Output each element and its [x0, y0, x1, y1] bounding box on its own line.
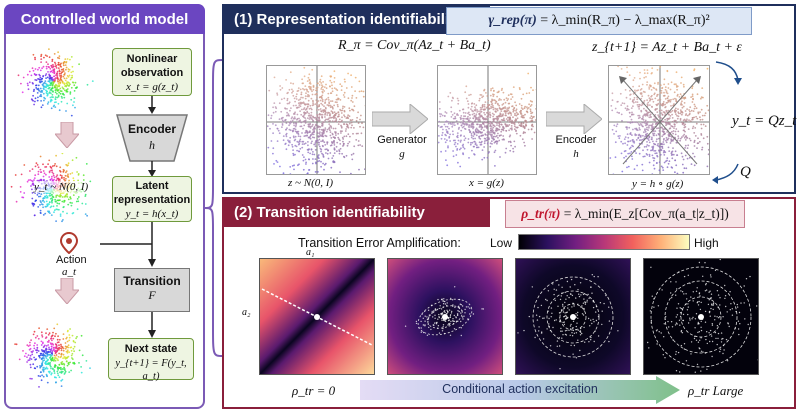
observation-equation: x_t = g(z_t) [125, 80, 179, 93]
location-pin-icon [60, 232, 78, 254]
heatmap-rho-zero [259, 258, 375, 375]
encoder-arrow-symbol: h [573, 148, 579, 160]
transition-label: Transition [123, 274, 181, 288]
generator-label: Generator [377, 134, 427, 146]
left-panel-title: Controlled world model [4, 4, 205, 34]
colorbar-low-label: Low [490, 236, 513, 250]
gamma-equation-rhs: = λ_min(R_π) − λ_max(R_π)² [540, 13, 710, 28]
rho-equation-rhs: = λ_min(E_z[Cov_π(a_t|z_t)]) [563, 206, 729, 221]
latent-equation: y_t = h(x_t) [125, 207, 179, 220]
gamma-equation-lhs: γ_rep(π) [488, 13, 537, 28]
generator-arrow-icon [372, 104, 428, 134]
scatter2-caption: x = g(z) [469, 177, 504, 189]
arrow-latent-transition-icon [100, 222, 156, 267]
gamma-equation-box: γ_rep(π) = λ_min(R_π) − λ_max(R_π)² [446, 7, 752, 35]
next-state-equation: y_{t+1} = F(y_t, a_t) [115, 357, 187, 382]
transition-symbol: F [148, 288, 156, 302]
colorbar-high-label: High [694, 236, 719, 250]
down-arrow-1-icon [55, 122, 79, 148]
generator-symbol: g [399, 148, 405, 160]
axis-a2-label: a₂ [242, 307, 251, 318]
rho-equation-box: ρ_tr(π) = λ_min(E_z[Cov_π(a_t|z_t)]) [505, 200, 745, 228]
transition-box: Transition F [114, 268, 190, 312]
encoder-label: Encoder [127, 122, 176, 136]
next-state-title: Next state [124, 343, 178, 355]
excitation-gradient-arrow-icon [360, 376, 680, 404]
rotation-equation: y_t = Qz_t [732, 113, 797, 129]
encoder-symbol: h [149, 138, 155, 152]
transition-identifiability-panel [222, 197, 796, 409]
rho-equation-lhs: ρ_tr(π) [521, 206, 561, 221]
scatter1-caption: z ~ N(0, I) [288, 177, 334, 189]
down-arrow-2-icon [55, 278, 79, 304]
latent-scatter-thumb [10, 153, 92, 223]
rotation-q-label: Q [740, 164, 751, 180]
section1-title: (1) Representation identifiability [222, 4, 490, 34]
amplification-title: Transition Error Amplification: [298, 236, 461, 250]
heatmap-mid-excitation [515, 258, 631, 375]
arrow-transition-next-icon [148, 312, 156, 338]
arrow-encoder-latent-icon [148, 161, 156, 177]
encoder-arrow-icon [546, 104, 602, 134]
latent-box: Latent representation y_t = h(x_t) [112, 176, 192, 222]
observation-title: Nonlinear observation [120, 53, 184, 79]
excitation-arrow-label: Conditional action excitation [442, 382, 598, 396]
scatter-encoded-rotated [608, 65, 710, 175]
covariance-equation: R_π = Cov_π(Az_t + Ba_t) [338, 38, 491, 53]
observation-scatter-thumb [17, 48, 94, 117]
encoder-trapezoid [116, 114, 188, 162]
section2-title: (2) Transition identifiability [222, 197, 490, 227]
heatmap-high-excitation [643, 258, 759, 375]
heatmap-low-excitation [387, 258, 503, 375]
scatter-latent-gaussian [266, 65, 366, 175]
rotation-arrows-icon [712, 61, 742, 184]
curly-brace-icon [204, 59, 224, 357]
arrow-obs-encoder-icon [148, 96, 156, 114]
representation-identifiability-panel [222, 4, 796, 194]
rho-large-label: ρ_tr Large [688, 383, 744, 398]
action-symbol: a_t [62, 266, 77, 278]
magma-colorbar [518, 234, 690, 250]
prior-equation: y_t ~ N(0, I) [34, 181, 89, 193]
next-state-scatter-thumb [14, 323, 91, 388]
encoder-arrow-label: Encoder [555, 134, 597, 146]
rho-zero-label: ρ_tr = 0 [292, 383, 336, 398]
latent-title: Latent representation [113, 180, 191, 206]
next-state-box: Next state y_{t+1} = F(y_t, a_t) [108, 338, 194, 382]
scatter3-caption: y = h ∘ g(z) [632, 178, 684, 190]
observation-box: Nonlinear observation x_t = g(z_t) [112, 48, 192, 96]
action-label: Action [56, 254, 87, 266]
scatter-observation [437, 65, 537, 175]
dynamics-equation: z_{t+1} = Az_t + Ba_t + ε [592, 40, 742, 55]
axis-a1-label: a₁ [306, 247, 315, 258]
